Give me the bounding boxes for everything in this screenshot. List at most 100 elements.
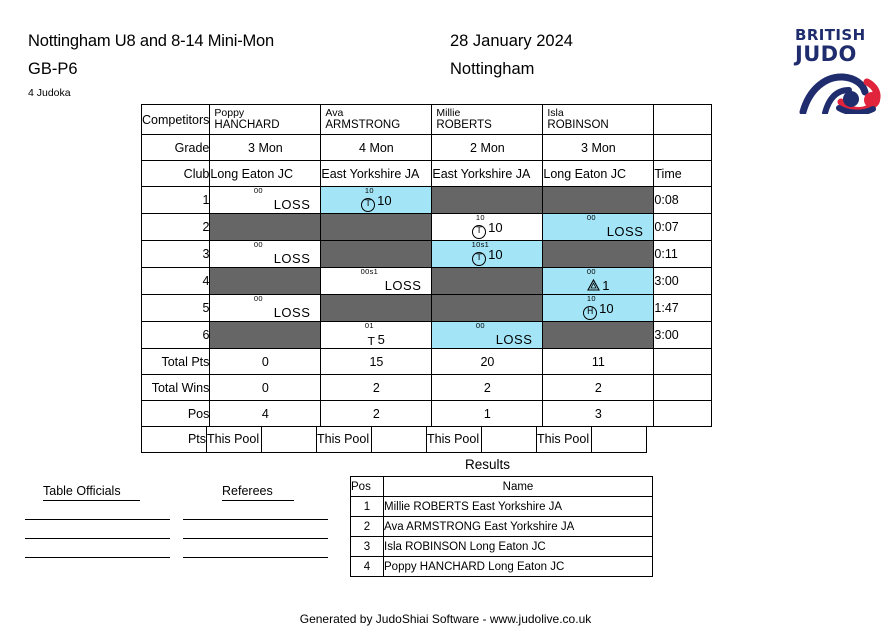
- match-result: LOSS: [273, 305, 311, 321]
- results-row: 1 Millie ROBERTS East Yorkshire JA: [350, 496, 653, 517]
- judoka-figure-icon: [799, 73, 881, 114]
- match-cell[interactable]: 00 LOSS: [209, 240, 322, 269]
- event-title: Nottingham U8 and 8-14 Mini-Mon: [28, 32, 275, 50]
- competitor-name-cell[interactable]: Isla ROBINSON: [542, 103, 655, 136]
- ippon-throw-icon: T: [472, 252, 487, 267]
- match-cell[interactable]: [209, 213, 322, 242]
- match-cell[interactable]: 00 1: [542, 267, 655, 296]
- match-cell[interactable]: 01 T 5: [320, 321, 433, 350]
- competitor-name-cell[interactable]: Poppy HANCHARD: [209, 103, 322, 136]
- table-officials-heading: Table Officials: [43, 484, 140, 501]
- results-header-row: Pos Name: [350, 476, 653, 497]
- total-wins-cell: 2: [542, 374, 655, 402]
- table-official-signature-line[interactable]: [25, 557, 170, 558]
- match-cell[interactable]: [320, 240, 433, 269]
- spacer-cell: [653, 134, 713, 162]
- match-score-sup: 10: [364, 186, 374, 196]
- result-name: Isla ROBINSON Long Eaton JC: [383, 536, 653, 557]
- match-cell[interactable]: [542, 321, 655, 350]
- competitor-first-name: Isla: [547, 107, 564, 119]
- results-col-pos: Pos: [350, 476, 384, 497]
- pts-pool-label: This Pool: [426, 425, 482, 453]
- match-row: 4 00s1 LOSS 00 1 3:00: [140, 267, 713, 296]
- match-cell[interactable]: [542, 240, 655, 269]
- referee-signature-line[interactable]: [183, 538, 328, 539]
- match-score-value: 10: [488, 247, 503, 263]
- match-time: 3:00: [653, 321, 713, 350]
- match-cell[interactable]: 00s1 LOSS: [320, 267, 433, 296]
- referee-signature-line[interactable]: [183, 519, 328, 520]
- result-name: Ava ARMSTRONG East Yorkshire JA: [383, 516, 653, 537]
- total-wins-row: Total Wins 0 2 2 2: [140, 374, 713, 402]
- total-wins-cell: 2: [320, 374, 433, 402]
- competitor-name-cell[interactable]: Ava ARMSTRONG: [320, 103, 433, 136]
- pool-code: GB-P6: [28, 60, 78, 78]
- pts-value-cell[interactable]: [481, 425, 537, 453]
- club-cell: East Yorkshire JA: [320, 160, 433, 188]
- pts-value-cell[interactable]: [261, 425, 317, 453]
- results-row: 4 Poppy HANCHARD Long Eaton JC: [350, 556, 653, 577]
- match-cell[interactable]: 00 LOSS: [209, 294, 322, 323]
- table-official-signature-line[interactable]: [25, 519, 170, 520]
- table-official-signature-line[interactable]: [25, 538, 170, 539]
- results-table-wrap: Pos Name 1 Millie ROBERTS East Yorkshire…: [350, 476, 653, 577]
- spacer-cell: [653, 348, 713, 376]
- grade-row: Grade 3 Mon 4 Mon 2 Mon 3 Mon: [140, 134, 713, 162]
- match-number: 2: [140, 213, 211, 242]
- match-time: 0:08: [653, 186, 713, 215]
- competitor-last-name: HANCHARD: [214, 119, 280, 132]
- match-cell[interactable]: 00 LOSS: [431, 321, 544, 350]
- grade-cell: 2 Mon: [431, 134, 544, 162]
- match-cell[interactable]: [209, 321, 322, 350]
- match-cell[interactable]: 10 T 10: [320, 186, 433, 215]
- row-label-total-wins: Total Wins: [140, 374, 211, 402]
- total-pts-row: Total Pts 0 15 20 11: [140, 348, 713, 376]
- match-cell[interactable]: 10 T 10: [431, 213, 544, 242]
- pts-value-cell[interactable]: [591, 425, 647, 453]
- match-time: 1:47: [653, 294, 713, 323]
- competitor-name-cell[interactable]: Millie ROBERTS: [431, 103, 544, 136]
- referee-signature-line[interactable]: [183, 557, 328, 558]
- match-cell[interactable]: 00 LOSS: [209, 186, 322, 215]
- match-cell[interactable]: [320, 213, 433, 242]
- match-cell[interactable]: [431, 267, 544, 296]
- row-label-total-pts: Total Pts: [140, 348, 211, 376]
- match-result: T 10: [432, 221, 542, 240]
- match-score-sup: 00: [475, 321, 485, 331]
- match-time: 0:07: [653, 213, 713, 242]
- match-score-value: 10: [599, 301, 614, 317]
- result-pos: 3: [350, 536, 384, 557]
- match-cell[interactable]: 10 H 10: [542, 294, 655, 323]
- match-cell[interactable]: 10s1 T 10: [431, 240, 544, 269]
- match-number: 5: [140, 294, 211, 323]
- pool-table: Competitors Poppy HANCHARD Ava ARMSTRONG: [140, 103, 713, 428]
- result-name: Poppy HANCHARD Long Eaton JC: [383, 556, 653, 577]
- match-cell[interactable]: 00 LOSS: [542, 213, 655, 242]
- match-score-sup: 00: [253, 186, 263, 196]
- match-score-sup: 00: [586, 213, 596, 223]
- match-result: T 10: [432, 247, 542, 267]
- row-label-pos: Pos: [140, 400, 211, 428]
- competitor-first-name: Ava: [325, 107, 344, 119]
- match-score-sup: 00: [586, 267, 596, 277]
- spacer-cell: [653, 400, 713, 428]
- total-pts-cell: 20: [431, 348, 544, 376]
- pts-value-cell[interactable]: [371, 425, 427, 453]
- match-cell[interactable]: [431, 294, 544, 323]
- match-row: 1 00 LOSS 10 T 10 0:08: [140, 186, 713, 215]
- grade-cell: 3 Mon: [542, 134, 655, 162]
- match-cell[interactable]: [542, 186, 655, 215]
- pos-cell: 3: [542, 400, 655, 428]
- match-cell[interactable]: [431, 186, 544, 215]
- pos-cell: 2: [320, 400, 433, 428]
- logo-line-judo: JUDO: [795, 42, 857, 66]
- total-pts-cell: 0: [209, 348, 322, 376]
- match-result: 1: [543, 279, 653, 293]
- results-row: 3 Isla ROBINSON Long Eaton JC: [350, 536, 653, 557]
- time-column-header: Time: [653, 160, 713, 188]
- match-score-sup: 01: [364, 321, 374, 331]
- match-number: 1: [140, 186, 211, 215]
- match-cell[interactable]: [209, 267, 322, 296]
- match-cell[interactable]: [320, 294, 433, 323]
- result-name: Millie ROBERTS East Yorkshire JA: [383, 496, 653, 517]
